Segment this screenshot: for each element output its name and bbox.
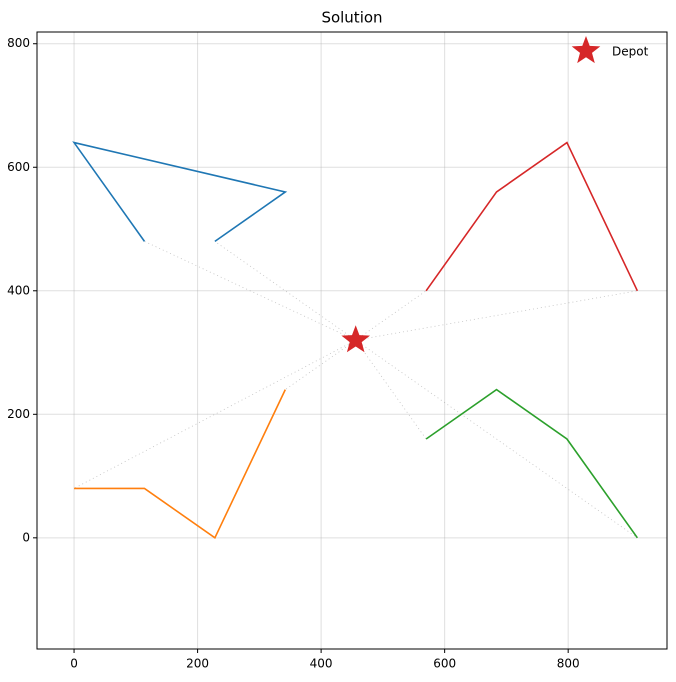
depot-marker xyxy=(341,325,370,353)
depot-connector xyxy=(144,241,356,341)
x-tick-label: 600 xyxy=(433,657,456,671)
depot-connector xyxy=(355,339,427,440)
route-line xyxy=(72,141,288,243)
y-tick-label: 200 xyxy=(7,407,30,421)
x-tick-label: 400 xyxy=(310,657,333,671)
x-tick-label: 800 xyxy=(557,657,580,671)
y-tick-label: 600 xyxy=(7,160,30,174)
depot-connector xyxy=(355,290,638,341)
depot-connector xyxy=(285,339,356,390)
x-tick-label: 200 xyxy=(186,657,209,671)
plot-frame xyxy=(36,31,668,650)
legend-label: Depot xyxy=(612,45,649,59)
chart-title: Solution xyxy=(321,9,382,27)
route-line xyxy=(74,389,287,540)
route-line xyxy=(425,388,639,539)
x-tick-label: 0 xyxy=(70,657,78,671)
legend-marker xyxy=(571,36,601,64)
depot-connector xyxy=(214,241,356,341)
y-tick-label: 0 xyxy=(22,530,30,544)
depot-connector xyxy=(355,290,427,341)
depot-connector xyxy=(355,339,638,539)
route-line xyxy=(425,141,639,292)
y-tick-label: 800 xyxy=(7,36,30,50)
y-tick-label: 400 xyxy=(7,283,30,297)
